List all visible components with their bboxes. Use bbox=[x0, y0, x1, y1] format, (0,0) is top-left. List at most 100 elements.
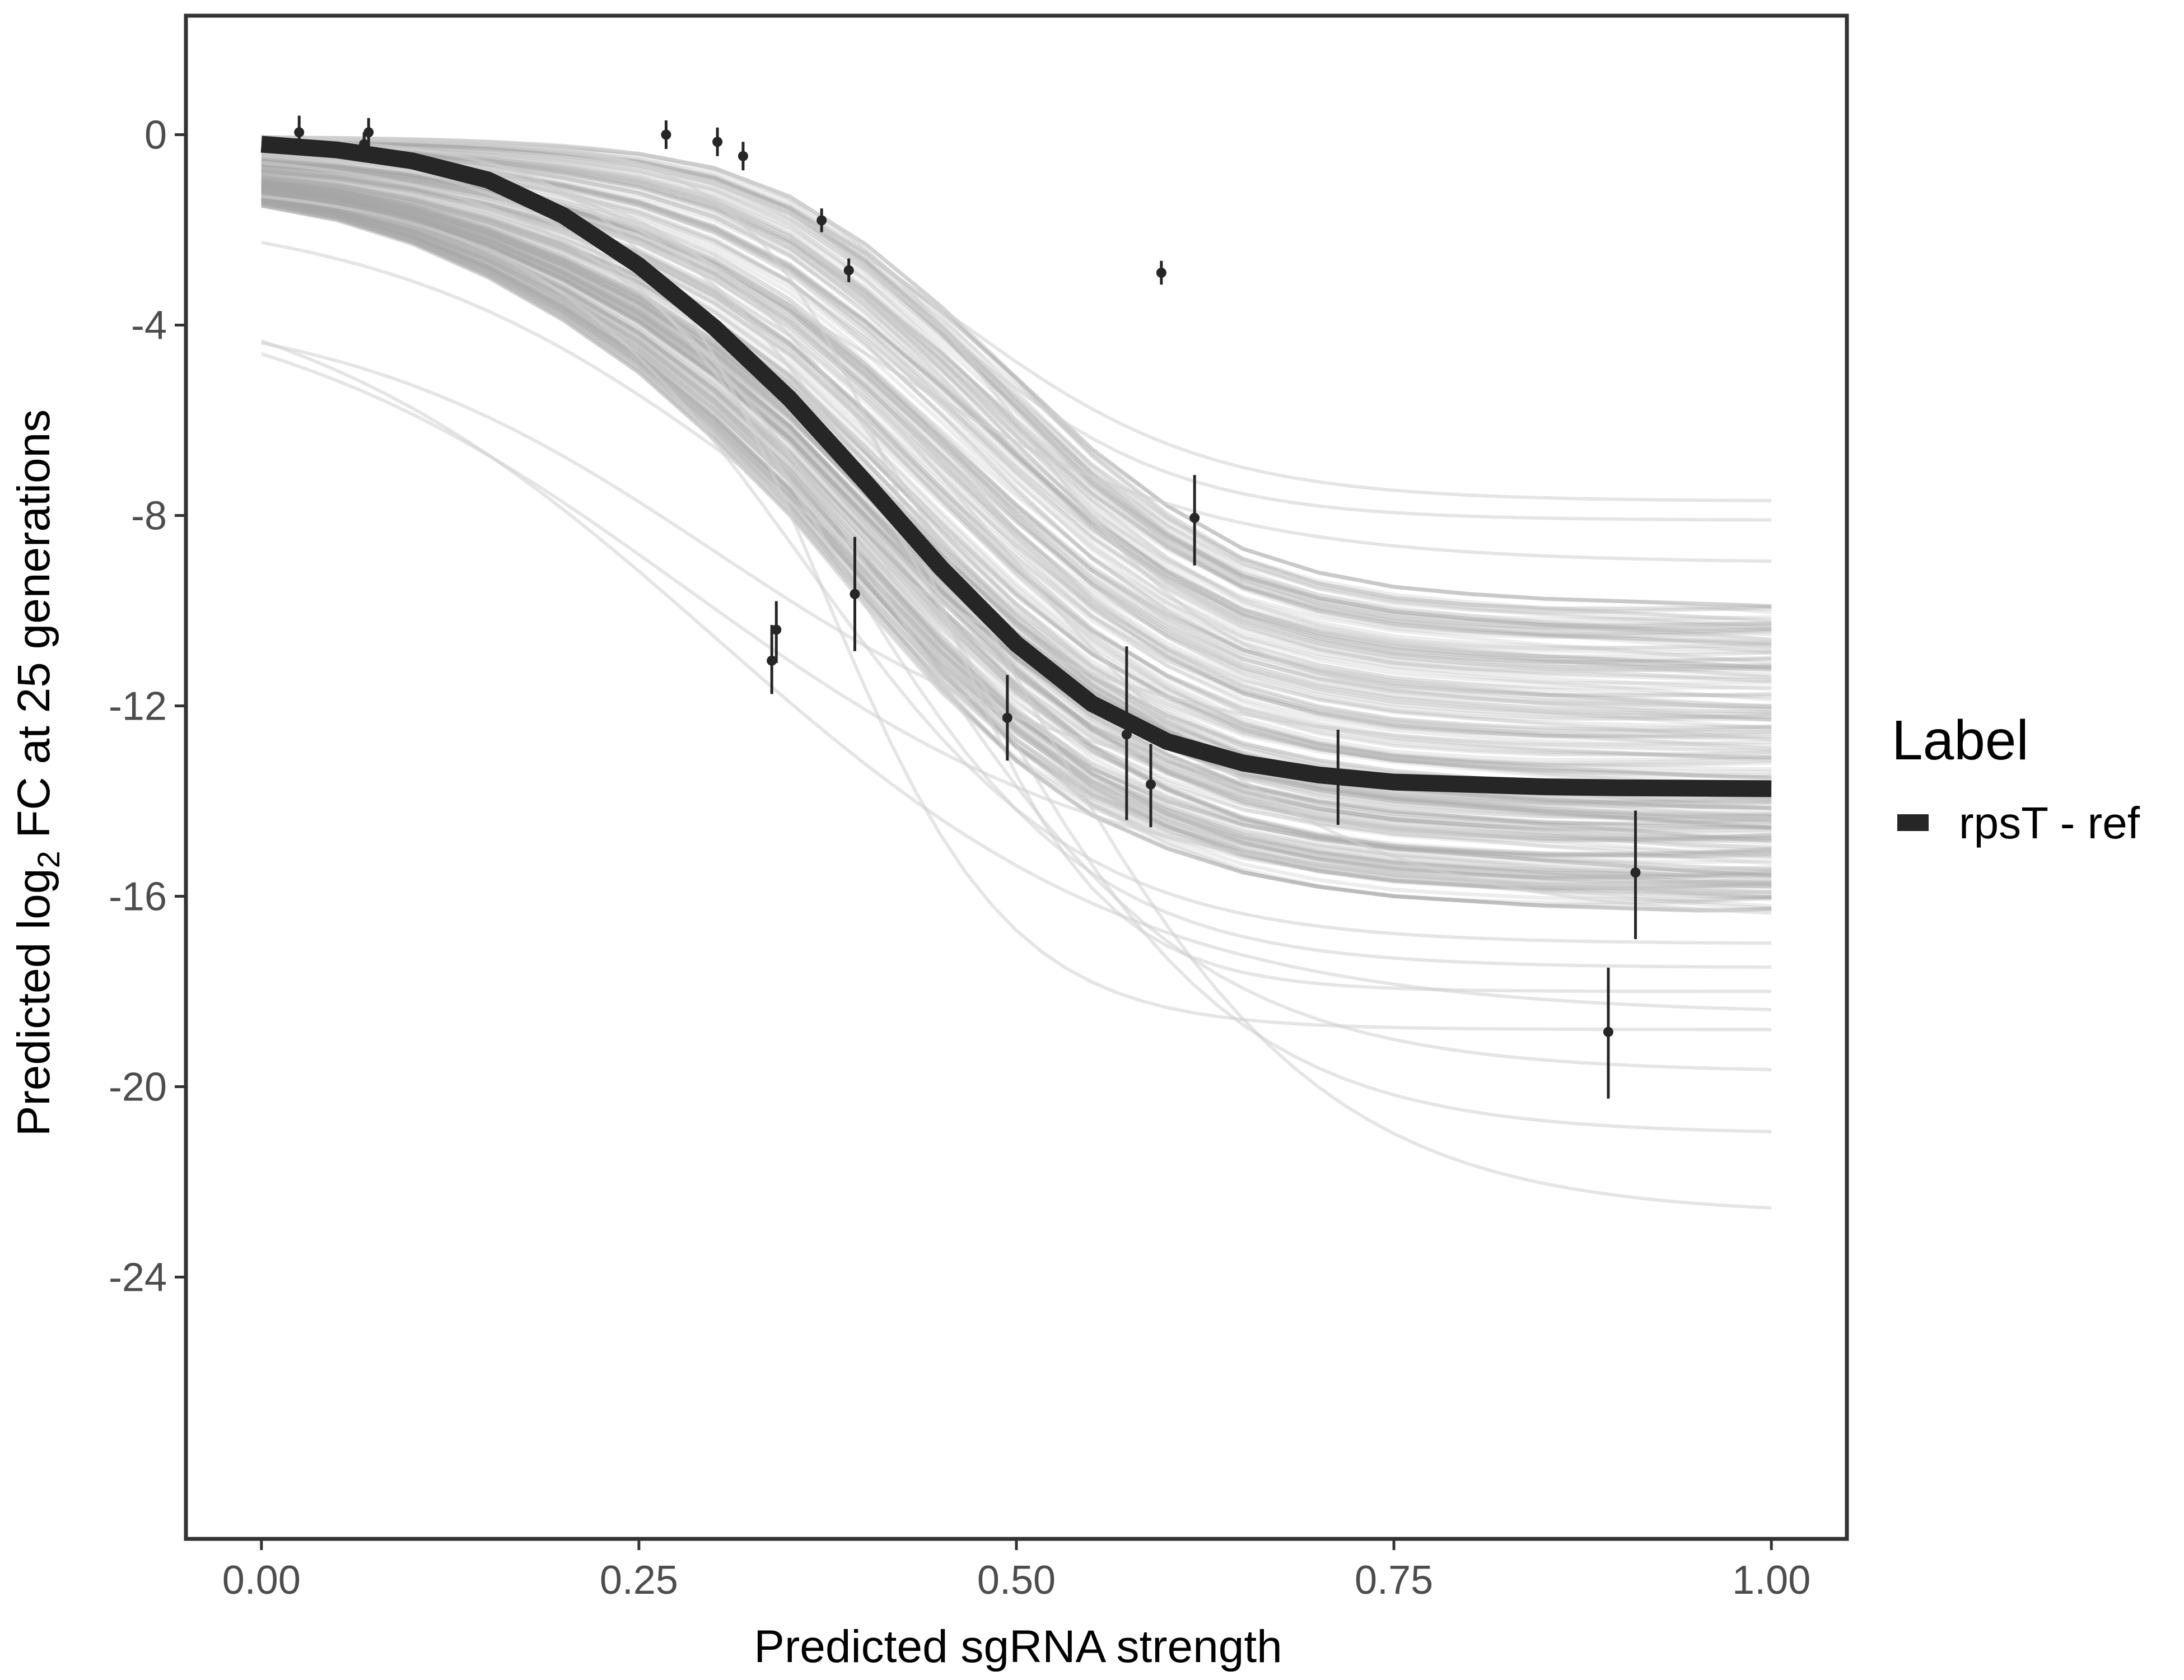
posterior-draw-line bbox=[261, 185, 1772, 830]
fit-curve-layer bbox=[260, 136, 1772, 797]
posterior-draw-line bbox=[261, 140, 1772, 632]
posterior-draw-line bbox=[261, 188, 1772, 843]
posterior-draw-line bbox=[261, 165, 1772, 741]
posterior-draw-line bbox=[261, 140, 1772, 632]
posterior-draw-line bbox=[261, 185, 1772, 829]
posterior-draw-line bbox=[261, 185, 1772, 830]
posterior-draw-line bbox=[261, 198, 1772, 887]
posterior-draw-line bbox=[261, 146, 1772, 655]
posterior-draw-line bbox=[261, 190, 1772, 856]
posterior-draw-line bbox=[261, 144, 1772, 651]
data-point bbox=[1145, 779, 1156, 790]
posterior-draw-line bbox=[261, 188, 1772, 842]
posterior-draw-line bbox=[261, 178, 1772, 805]
data-point bbox=[294, 127, 305, 138]
plot-area bbox=[260, 115, 1772, 1210]
posterior-draw-line bbox=[261, 170, 1772, 762]
posterior-draw-line bbox=[261, 186, 1772, 841]
posterior-draw-line bbox=[261, 190, 1772, 858]
posterior-draw-line bbox=[261, 141, 1772, 637]
posterior-draw-line bbox=[261, 148, 1772, 674]
y-axis-title-part-2: FC at 25 generations bbox=[8, 409, 59, 851]
posterior-draw-line bbox=[261, 198, 1772, 889]
posterior-draw-line bbox=[261, 188, 1772, 842]
posterior-draw-line bbox=[261, 185, 1772, 833]
posterior-draw-line bbox=[261, 203, 1772, 908]
posterior-draw-line bbox=[261, 194, 1772, 871]
y-tick-label: -16 bbox=[109, 875, 167, 920]
posterior-draw-line bbox=[261, 199, 1772, 889]
posterior-draw-line bbox=[261, 185, 1772, 830]
posterior-draw-outlier bbox=[261, 138, 1772, 1032]
posterior-draw-line bbox=[261, 187, 1772, 838]
posterior-draw-line bbox=[261, 195, 1772, 879]
y-tick-label: -24 bbox=[109, 1256, 167, 1300]
x-tick-label: 0.25 bbox=[600, 1558, 678, 1603]
posterior-draw-line bbox=[261, 196, 1772, 878]
posterior-draw-line bbox=[261, 143, 1772, 646]
posterior-draw-line bbox=[261, 195, 1772, 874]
y-axis-title: Predicted log2 FC at 25 generations bbox=[8, 409, 66, 1136]
posterior-draw-line bbox=[261, 185, 1772, 830]
legend-title: Label bbox=[1892, 709, 2029, 772]
posterior-draw-line bbox=[261, 162, 1772, 731]
posterior-draw-line bbox=[261, 147, 1772, 662]
posterior-draw-line bbox=[261, 138, 1772, 622]
data-point bbox=[1002, 712, 1012, 723]
posterior-draw-line bbox=[261, 185, 1772, 829]
plot-panel-border bbox=[184, 13, 1849, 1541]
data-point bbox=[661, 129, 671, 140]
fit-curve-rpsT-ref bbox=[260, 136, 1772, 797]
posterior-draw-line bbox=[261, 174, 1772, 779]
x-tick-label: 0.75 bbox=[1355, 1558, 1433, 1603]
y-tick-label: -8 bbox=[131, 494, 167, 539]
posterior-draw-line bbox=[261, 139, 1772, 628]
posterior-draw-line bbox=[261, 167, 1772, 752]
y-axis: 0 -4 -8 -12 -16 -20 -24 bbox=[109, 113, 184, 1300]
posterior-draw-line bbox=[261, 141, 1772, 640]
data-point bbox=[1603, 1026, 1613, 1037]
posterior-draw-line bbox=[261, 191, 1772, 858]
posterior-draw-line bbox=[261, 203, 1772, 913]
posterior-draw-line bbox=[261, 173, 1772, 777]
data-point bbox=[1333, 772, 1343, 782]
posterior-draw-line bbox=[261, 169, 1772, 762]
y-axis-title-part-1: Predicted log bbox=[8, 869, 59, 1137]
posterior-draw-line bbox=[261, 190, 1772, 856]
posterior-draw-line bbox=[261, 179, 1772, 804]
posterior-draw-line bbox=[261, 177, 1772, 795]
posterior-draw-line bbox=[261, 144, 1772, 648]
posterior-draw-outlier bbox=[260, 352, 1772, 894]
posterior-draw-line bbox=[261, 198, 1772, 886]
posterior-draw-line bbox=[261, 190, 1772, 850]
posterior-draw-line bbox=[261, 198, 1772, 888]
posterior-draw-line bbox=[261, 197, 1772, 890]
data-point bbox=[1630, 867, 1641, 878]
posterior-draw-line bbox=[261, 143, 1772, 651]
posterior-draw-line bbox=[261, 170, 1772, 767]
posterior-draw-outlier bbox=[261, 144, 1772, 1210]
posterior-draw-line bbox=[261, 147, 1772, 664]
posterior-draw-line bbox=[261, 188, 1772, 840]
posterior-draw-line bbox=[261, 180, 1772, 805]
posterior-draw-line bbox=[261, 148, 1772, 669]
data-point bbox=[771, 624, 782, 635]
posterior-draw-line bbox=[261, 180, 1772, 809]
data-point bbox=[1121, 729, 1132, 740]
x-axis-title: Predicted sgRNA strength bbox=[754, 1621, 1282, 1672]
posterior-draw-line bbox=[261, 190, 1772, 858]
y-tick-label: -12 bbox=[109, 684, 167, 729]
data-point bbox=[738, 151, 748, 161]
data-point bbox=[363, 127, 374, 138]
posterior-draw-line bbox=[261, 195, 1772, 872]
data-point bbox=[359, 139, 370, 150]
posterior-draws bbox=[260, 135, 1772, 1210]
x-tick-label: 0.00 bbox=[222, 1558, 301, 1603]
posterior-draw-line bbox=[261, 190, 1772, 854]
posterior-draw-line bbox=[261, 172, 1772, 771]
posterior-draw-line bbox=[261, 162, 1772, 729]
posterior-draw-line bbox=[261, 169, 1772, 766]
posterior-draw-line bbox=[261, 175, 1772, 787]
